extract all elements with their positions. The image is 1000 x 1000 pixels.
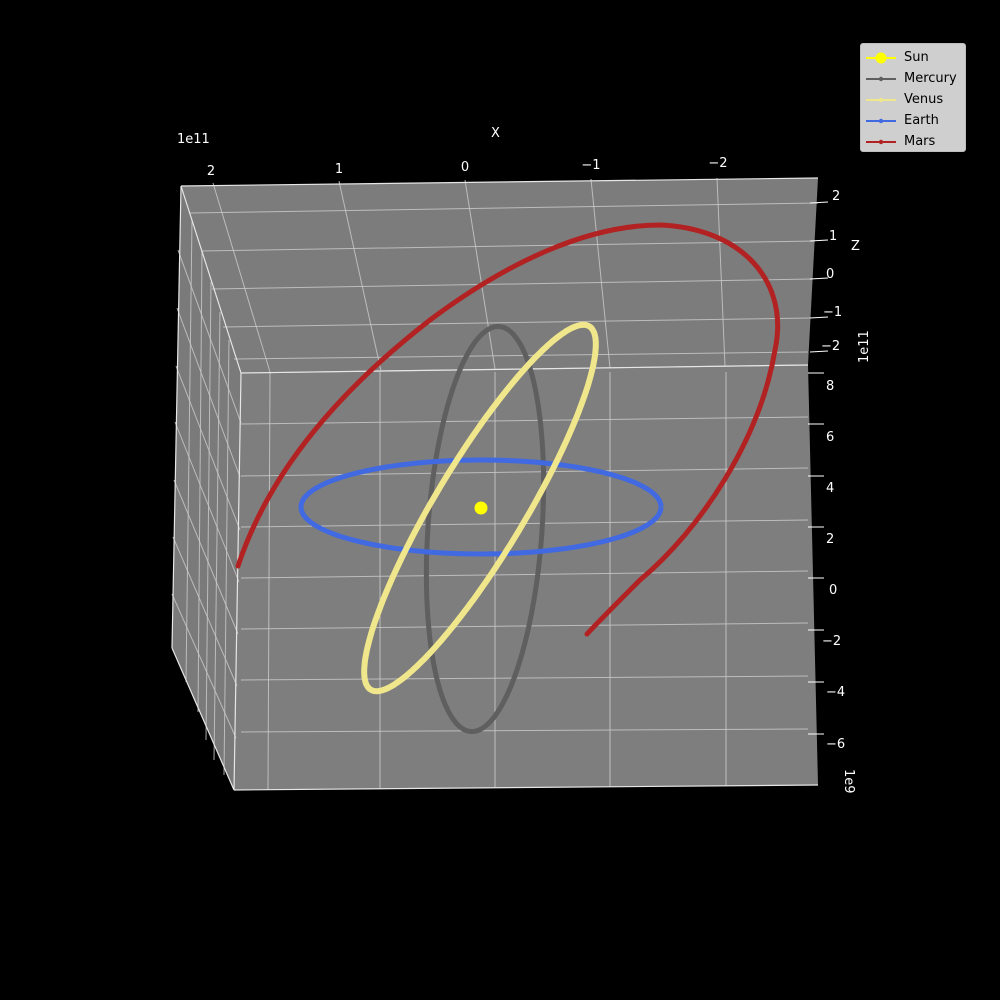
- grid-line-left-h: [175, 365, 241, 531]
- grid-line-z: [240, 622, 809, 630]
- grid-line-y: [189, 202, 819, 214]
- pane-edge: [171, 185, 182, 649]
- orbits: [235, 222, 781, 734]
- grid-line-x-top: [716, 177, 726, 367]
- z-tick-label: 8: [826, 379, 834, 394]
- pane-edge: [180, 185, 242, 374]
- grid-line-left: [185, 219, 193, 683]
- y-tick-label: 1: [829, 229, 837, 244]
- grid-line-x-top: [464, 179, 496, 370]
- z-tick-label: 4: [826, 481, 834, 496]
- legend-label: Earth: [904, 113, 939, 128]
- y-tick-mark: [809, 239, 829, 242]
- grid-line-x-top: [212, 182, 271, 373]
- grid-line-y: [233, 351, 809, 360]
- x-axis-label: X: [491, 126, 500, 141]
- grid-line-z: [240, 570, 809, 579]
- legend-swatch: [866, 139, 896, 144]
- z-tick-label: −2: [822, 634, 841, 649]
- pane-edge: [171, 647, 235, 791]
- orbit-mars: [235, 222, 781, 637]
- grid-line-left-h: [176, 307, 241, 478]
- grid-line-y: [211, 278, 813, 290]
- legend-swatch: [866, 97, 896, 102]
- y-tick-label: −1: [823, 305, 842, 320]
- z-tick-label: −4: [826, 685, 845, 700]
- x-tick-label: 1: [335, 162, 343, 177]
- pane-edge: [233, 372, 242, 791]
- orbit-mercury: [423, 324, 547, 734]
- legend-item-earth: Earth: [861, 110, 965, 131]
- z-tick-label: −6: [826, 737, 845, 752]
- grid-lines: [171, 177, 829, 791]
- grid-line-z: [240, 675, 809, 681]
- x-tick-label: −2: [708, 156, 727, 171]
- y-tick-mark: [809, 277, 829, 280]
- left-pane: [172, 186, 241, 790]
- y-offset-label: 1e11: [857, 330, 872, 363]
- orbit-earth: [298, 457, 664, 557]
- grid-line-x-top: [590, 178, 611, 369]
- grid-line-z: [240, 728, 809, 733]
- tick-labels: 2 1 0 −1 −2 2 1 0 −1 −2 8 6 4 2 0 −2 −4 −6: [207, 156, 845, 752]
- grid-line-left: [197, 250, 203, 713]
- x-tick-label: 2: [207, 164, 215, 179]
- legend-label: Venus: [904, 92, 944, 107]
- y-tick-label: −2: [821, 339, 840, 354]
- legend-item-venus: Venus: [861, 89, 965, 110]
- grid-line-left: [223, 339, 230, 776]
- y-tick-mark: [809, 316, 829, 319]
- x-tick-label: 0: [461, 160, 469, 175]
- z-offset-label: 1e9: [841, 769, 856, 794]
- x-tick-label: −1: [581, 158, 600, 173]
- pane-edge: [233, 784, 819, 791]
- grid-line-left: [213, 311, 221, 761]
- grid-line-left-h: [174, 421, 240, 583]
- z-tick-label: 0: [829, 583, 837, 598]
- y-tick-label: 2: [832, 189, 840, 204]
- legend-label: Sun: [904, 50, 929, 65]
- grid-line-left-h: [172, 536, 238, 687]
- pane-edge: [180, 177, 819, 187]
- sun-marker: [474, 501, 488, 515]
- grid-line-y: [222, 317, 811, 328]
- legend-swatch: [866, 76, 896, 81]
- y-tick-mark: [809, 350, 829, 353]
- legend-item-mercury: Mercury: [861, 68, 965, 89]
- grid-line-left: [205, 281, 212, 741]
- grid-line-y: [200, 240, 816, 252]
- y-tick-mark: [809, 201, 829, 204]
- z-tick-label: 2: [826, 532, 834, 547]
- orbit-venus: [361, 321, 599, 695]
- grid-line-z: [240, 416, 809, 425]
- legend-item-sun: Sun: [861, 47, 965, 68]
- z-axis-label: Z: [851, 239, 860, 254]
- legend-swatch: [866, 118, 896, 123]
- grid-line-x-top: [338, 180, 382, 372]
- x-offset-label: 1e11: [177, 132, 210, 147]
- legend-item-mars: Mars: [861, 131, 965, 152]
- legend-label: Mercury: [904, 71, 957, 86]
- grid-line-left-h: [171, 593, 237, 739]
- legend-swatch: [866, 52, 896, 63]
- z-tick-label: 6: [826, 430, 834, 445]
- grid-line-z: [240, 467, 809, 477]
- grid-line-left-h: [173, 479, 239, 635]
- legend: Sun Mercury Venus Earth Mars: [860, 43, 966, 152]
- legend-label: Mars: [904, 134, 936, 149]
- grid-line-x: [267, 371, 271, 791]
- grid-line-left-h: [177, 249, 242, 424]
- y-tick-label: 0: [826, 267, 834, 282]
